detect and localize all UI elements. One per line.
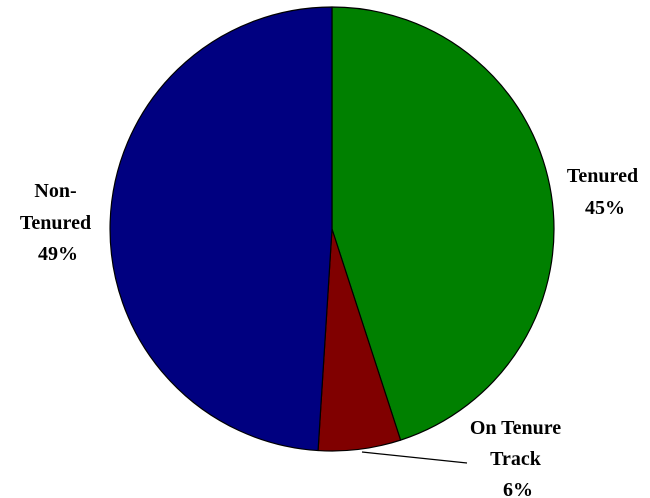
tenured-slice [331,6,555,441]
pie-slices [109,6,555,452]
non-tenured-label: Non- Tenured 49% [20,180,96,265]
on-tenure-track-label-line-2: Track [490,448,542,470]
on-tenure-track-label-line-3: 6% [503,479,533,498]
tenured-label-line-2: 45% [585,197,625,219]
on-tenure-track-leader-line [361,451,468,464]
non-tenured-label-line-1: Non- [34,180,76,202]
on-tenure-track-label-line-1: On Tenure [470,417,561,439]
non-tenured-label-line-2: Tenured [20,212,91,234]
tenured-label-line-1: Tenured [567,165,638,187]
non-tenured-slice [109,6,333,452]
on-tenure-track-label: On Tenure Track 6% [470,417,566,498]
tenured-label: Tenured 45% [567,165,643,219]
non-tenured-label-line-3: 49% [38,243,78,265]
